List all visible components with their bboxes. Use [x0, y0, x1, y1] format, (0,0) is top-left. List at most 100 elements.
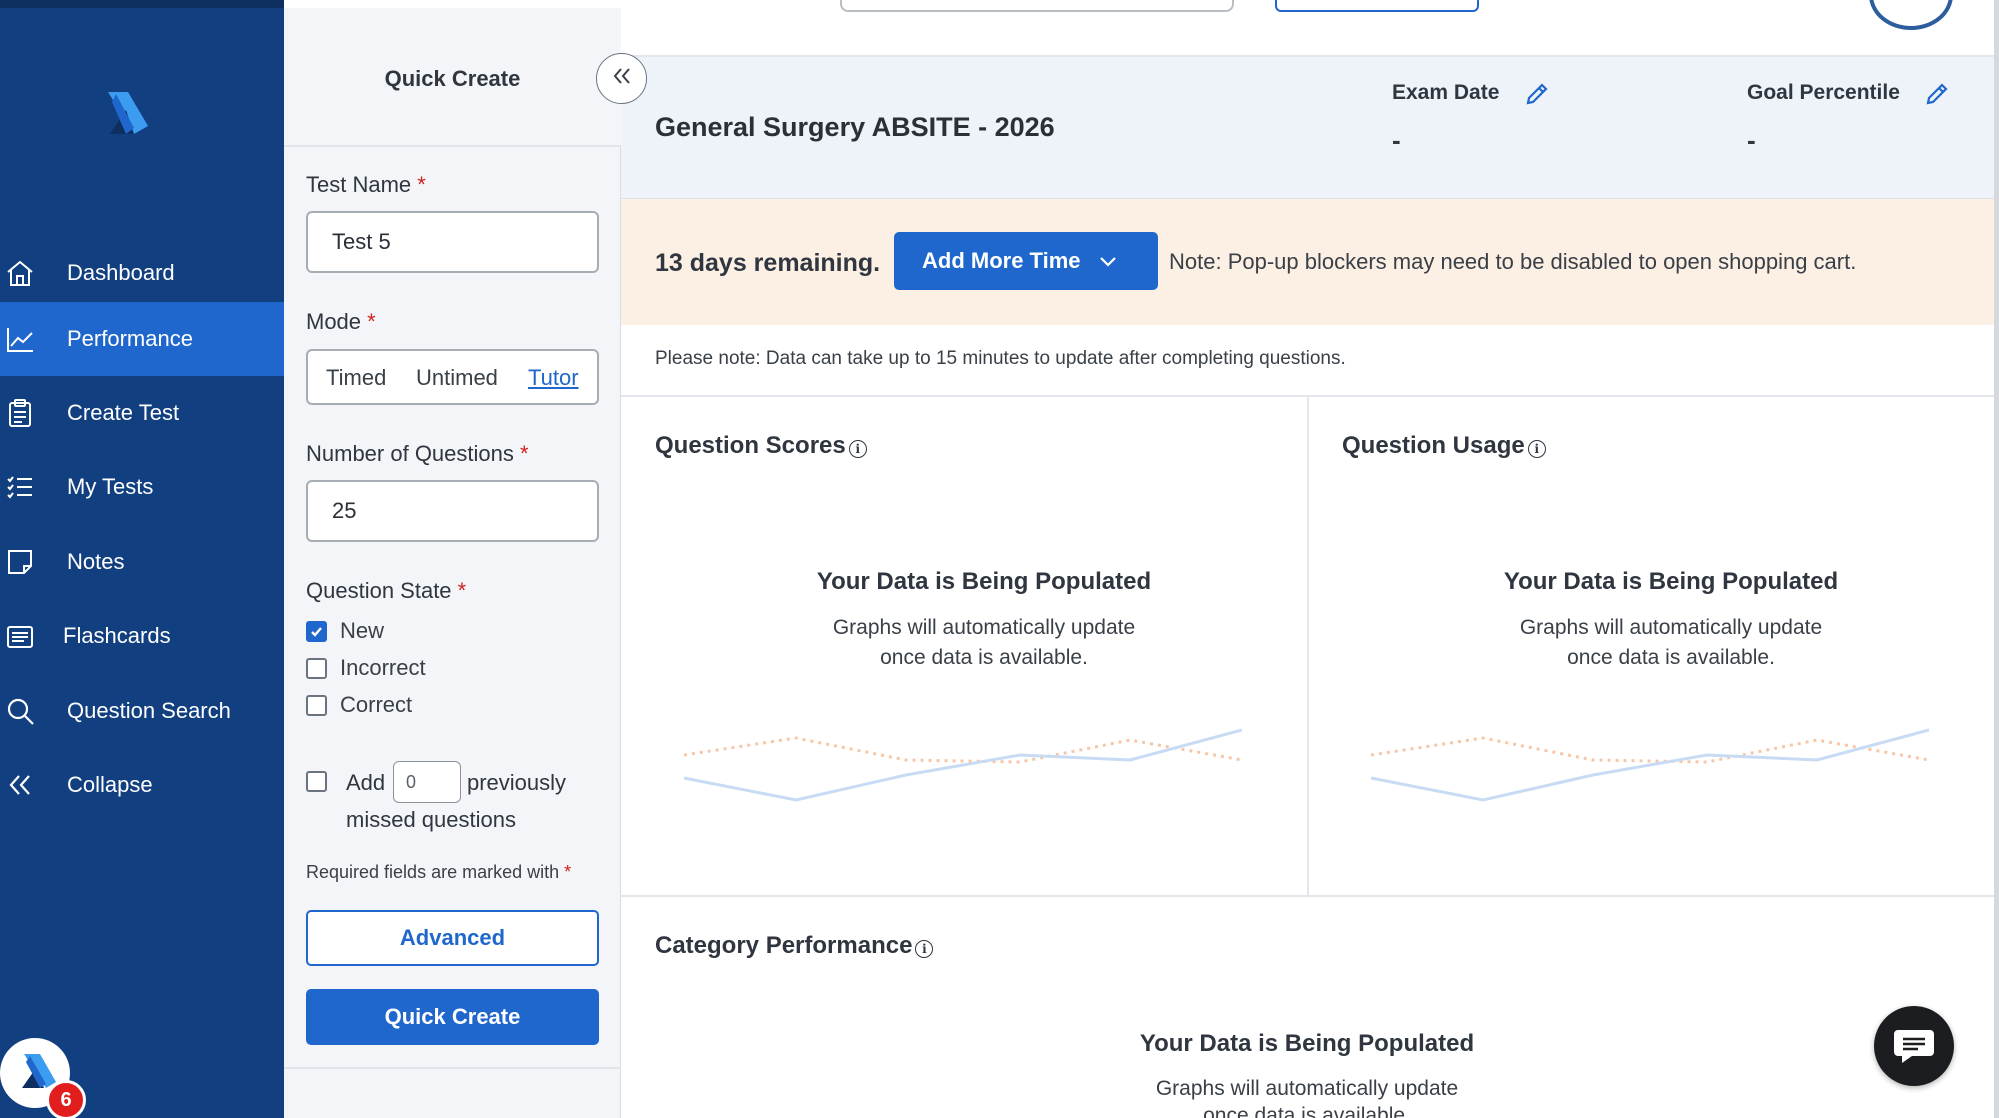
populating-line-2: once data is available. [1567, 646, 1775, 669]
sidebar-item-dashboard[interactable]: Dashboard [0, 236, 284, 310]
populating-title: Your Data is Being Populated [1139, 1030, 1475, 1057]
missed-count-input[interactable]: 0 [393, 761, 461, 803]
populating-line-1: Graphs will automatically update [1155, 1077, 1459, 1100]
mode-option-tutor[interactable]: Tutor [528, 365, 579, 390]
chat-button[interactable] [1874, 1006, 1954, 1086]
state-new-checkbox[interactable]: New [306, 618, 384, 644]
test-name-input[interactable]: Test 5 [306, 211, 599, 273]
exam-date-label: Exam Date [1392, 81, 1500, 104]
time-remaining-banner: 13 days remaining. Add More Time Note: P… [621, 199, 1994, 325]
add-missed-checkbox[interactable] [306, 771, 340, 792]
search-icon [4, 695, 36, 727]
populating-line-1: Graphs will automatically update [1519, 616, 1823, 639]
sidebar-item-label: Collapse [67, 772, 153, 797]
info-icon[interactable]: i [915, 940, 934, 958]
advanced-button[interactable]: Advanced [306, 910, 599, 966]
sidebar-item-label: Performance [67, 326, 193, 351]
notification-badge[interactable]: 6 [46, 1080, 86, 1118]
add-label: Add [346, 770, 386, 795]
mode-option-untimed[interactable]: Untimed [416, 365, 498, 390]
category-performance-title-text: Category Performance [655, 932, 913, 959]
chat-bubble-icon [1894, 1030, 1934, 1063]
brand-logo-icon[interactable] [90, 88, 154, 138]
required-asterisk: * [520, 441, 529, 466]
home-icon [4, 257, 36, 289]
clipboard-icon [4, 397, 36, 429]
cards-icon [4, 620, 36, 652]
collapse-panel-button[interactable] [596, 53, 647, 104]
checkbox-checked[interactable] [306, 620, 327, 642]
sidebar-item-performance[interactable]: Performance [0, 302, 284, 376]
sidebar-item-label: Flashcards [63, 623, 171, 648]
sidebar-item-my-tests[interactable]: My Tests [0, 450, 284, 524]
state-correct-checkbox[interactable]: Correct [306, 692, 412, 718]
missed-questions-label: missed questions [346, 807, 516, 832]
sidebar-item-collapse[interactable]: Collapse [0, 748, 284, 822]
days-remaining: 13 days remaining. [655, 249, 881, 277]
num-questions-input[interactable]: 25 [306, 480, 599, 542]
num-questions-label: Number of Questions * [306, 441, 529, 467]
data-update-note: Please note: Data can take up to 15 minu… [655, 348, 1346, 369]
populating-line-2: once data is available. [880, 646, 1088, 669]
num-questions-label-text: Number of Questions [306, 441, 514, 466]
divider [621, 895, 1994, 897]
topbar-select[interactable] [840, 0, 1234, 12]
state-incorrect-label: Incorrect [340, 655, 426, 680]
sidebar: Dashboard Performance Create Test My Tes… [0, 8, 284, 1118]
window-top-strip [0, 0, 284, 8]
populating-line-2: once data is available. [1203, 1104, 1411, 1118]
question-usage-title: Question Usage i [1342, 432, 1546, 460]
sidebar-item-label: Notes [67, 549, 125, 574]
edit-exam-date-icon[interactable] [1524, 81, 1550, 107]
sidebar-item-flashcards[interactable]: Flashcards [0, 599, 284, 673]
checkbox-unchecked[interactable] [306, 694, 327, 716]
test-name-label: Test Name * [306, 172, 426, 198]
sidebar-item-label: Create Test [67, 400, 180, 425]
test-name-label-text: Test Name [306, 172, 412, 197]
chevron-down-icon [1100, 257, 1116, 267]
goal-percentile-value: - [1747, 125, 1756, 155]
exam-header: General Surgery ABSITE - 2026 Exam Date … [621, 57, 1994, 199]
info-icon[interactable]: i [848, 440, 867, 458]
state-correct-label: Correct [340, 692, 413, 717]
add-more-time-button[interactable]: Add More Time [894, 232, 1158, 290]
mode-option-timed[interactable]: Timed [326, 365, 387, 390]
exam-title: General Surgery ABSITE - 2026 [655, 112, 1055, 142]
info-icon[interactable]: i [1527, 440, 1546, 458]
populating-title: Your Data is Being Populated [816, 568, 1152, 595]
question-scores-title-text: Question Scores [655, 432, 846, 459]
state-incorrect-checkbox[interactable]: Incorrect [306, 655, 426, 681]
main-content: General Surgery ABSITE - 2026 Exam Date … [621, 0, 1999, 1118]
sidebar-item-create-test[interactable]: Create Test [0, 376, 284, 450]
edit-goal-percentile-icon[interactable] [1924, 81, 1950, 107]
required-asterisk: * [564, 862, 572, 882]
double-chevron-left-icon [4, 769, 36, 801]
divider [1307, 396, 1309, 896]
sidebar-item-label: My Tests [67, 474, 154, 499]
required-fields-note: Required fields are marked with * [306, 862, 571, 883]
state-new-label: New [340, 618, 385, 643]
sidebar-item-notes[interactable]: Notes [0, 525, 284, 599]
checkbox-unchecked[interactable] [306, 657, 327, 679]
sidebar-item-label: Dashboard [67, 260, 175, 285]
question-scores-title: Question Scores i [655, 432, 867, 460]
sidebar-item-question-search[interactable]: Question Search [0, 674, 284, 748]
category-performance-title: Category Performance i [655, 932, 934, 960]
scrollbar[interactable] [1994, 0, 1999, 1118]
sidebar-item-label: Question Search [67, 698, 231, 723]
exam-date-value: - [1392, 125, 1401, 155]
populating-line-1: Graphs will automatically update [832, 616, 1136, 639]
goal-percentile-label: Goal Percentile [1747, 81, 1900, 104]
topbar-button[interactable] [1275, 0, 1479, 12]
required-asterisk: * [417, 172, 426, 197]
trend-chart-icon [4, 323, 36, 355]
checklist-icon [4, 471, 36, 503]
checkbox-unchecked[interactable] [306, 771, 327, 792]
user-avatar[interactable] [1869, 0, 1953, 30]
required-asterisk: * [367, 309, 376, 334]
placeholder-series-solid [1370, 728, 1929, 802]
divider [284, 1067, 621, 1069]
quick-create-title: Quick Create [384, 66, 521, 91]
quick-create-button[interactable]: Quick Create [306, 989, 599, 1045]
note-icon [4, 546, 36, 578]
